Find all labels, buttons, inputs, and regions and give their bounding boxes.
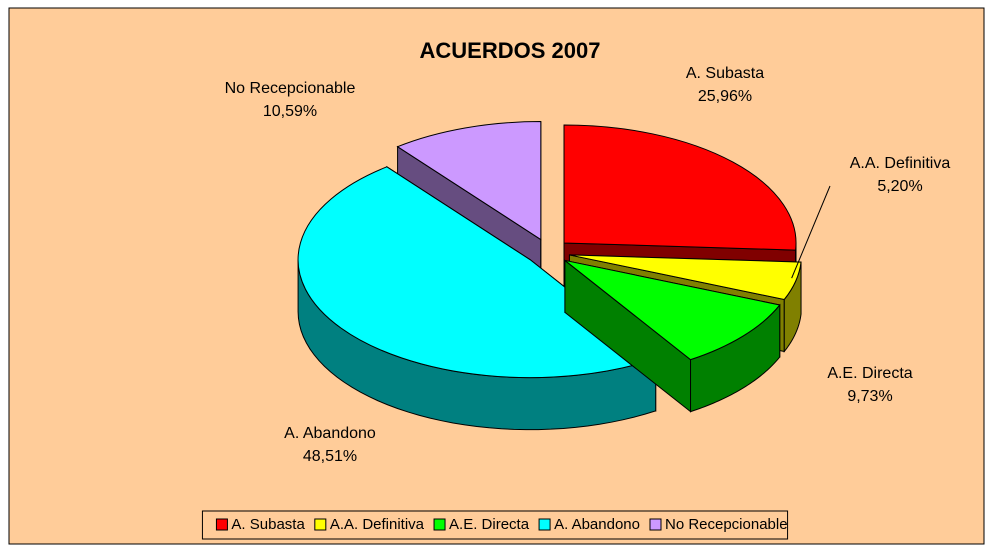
data-label-value: 5,20% — [877, 178, 922, 195]
data-label-name: A.A. Definitiva — [850, 155, 951, 172]
data-label-value: 48,51% — [303, 448, 357, 465]
legend-swatch — [650, 519, 661, 530]
legend-swatch — [315, 519, 326, 530]
chart-title: ACUERDOS 2007 — [420, 38, 601, 63]
data-label-name: A. Abandono — [284, 425, 376, 442]
legend-label: No Recepcionable — [665, 516, 788, 533]
legend-swatch — [539, 519, 550, 530]
legend-label: A.A. Definitiva — [330, 516, 425, 533]
data-label-name: A.E. Directa — [827, 365, 912, 382]
data-label-name: No Recepcionable — [225, 80, 356, 97]
legend: A. Subasta A.A. Definitiva A.E. Directa A. … — [202, 511, 787, 539]
data-label-value: 25,96% — [698, 88, 752, 105]
legend-label: A. Subasta — [231, 516, 305, 533]
legend-swatch — [434, 519, 445, 530]
legend-swatch — [216, 519, 227, 530]
data-label-value: 10,59% — [263, 103, 317, 120]
data-label-name: A. Subasta — [686, 65, 764, 82]
legend-label: A.E. Directa — [449, 516, 530, 533]
data-label-value: 9,73% — [847, 388, 892, 405]
legend-label: A. Abandono — [554, 516, 640, 533]
